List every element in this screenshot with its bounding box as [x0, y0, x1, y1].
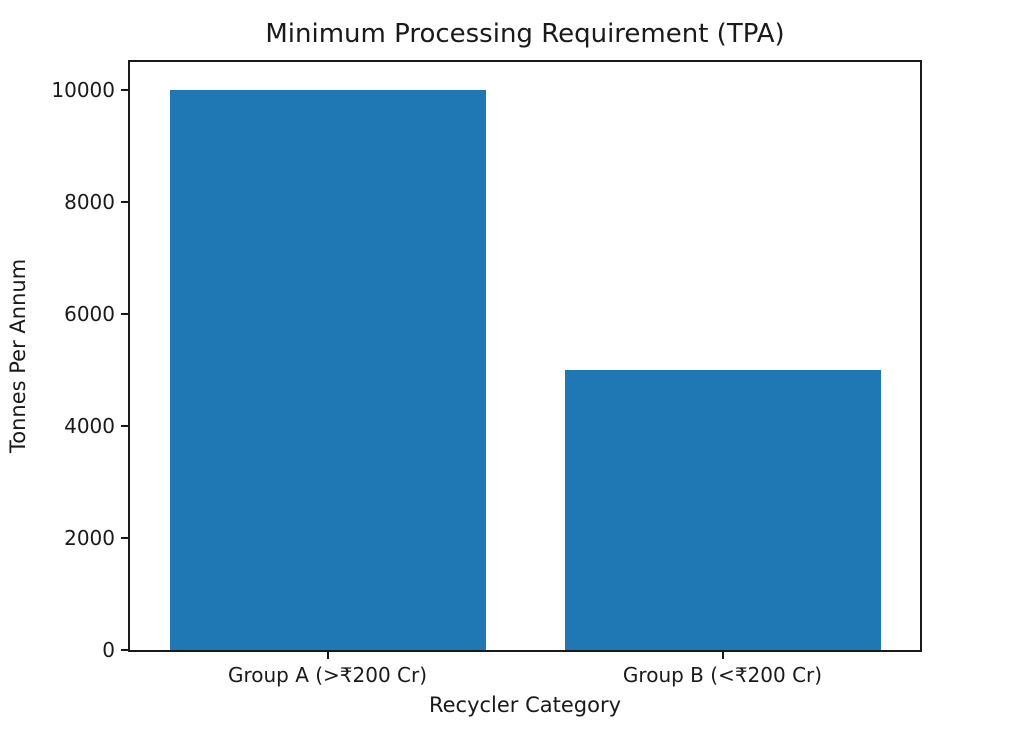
y-tick-label: 6000 — [64, 302, 115, 326]
y-axis-label: Tonnes Per Annum — [6, 258, 30, 454]
x-axis-label: Recycler Category — [428, 693, 622, 717]
x-tick — [326, 650, 329, 659]
x-tick — [721, 650, 724, 659]
y-tick — [121, 425, 130, 427]
y-tick — [121, 537, 130, 539]
y-tick — [121, 649, 130, 651]
y-tick-label: 8000 — [64, 190, 115, 214]
x-tick-label: Group B (<₹200 Cr) — [622, 663, 823, 687]
bar — [169, 90, 486, 650]
x-tick-label: Group A (>₹200 Cr) — [227, 663, 428, 687]
plot-area: 0 2000 4000 6000 8000 10000 Group A (>₹200 Cr)… — [51, 60, 922, 687]
bar — [564, 370, 881, 650]
y-tick — [121, 201, 130, 203]
y-tick-label: 4000 — [64, 414, 115, 438]
y-tick — [121, 89, 130, 91]
chart-title: Minimum Processing Requirement (TPA) — [265, 19, 785, 49]
y-tick-label: 2000 — [64, 526, 115, 550]
y-tick-label: 0 — [102, 638, 115, 662]
y-tick — [121, 313, 130, 316]
y-tick-label: 10000 — [51, 78, 115, 102]
